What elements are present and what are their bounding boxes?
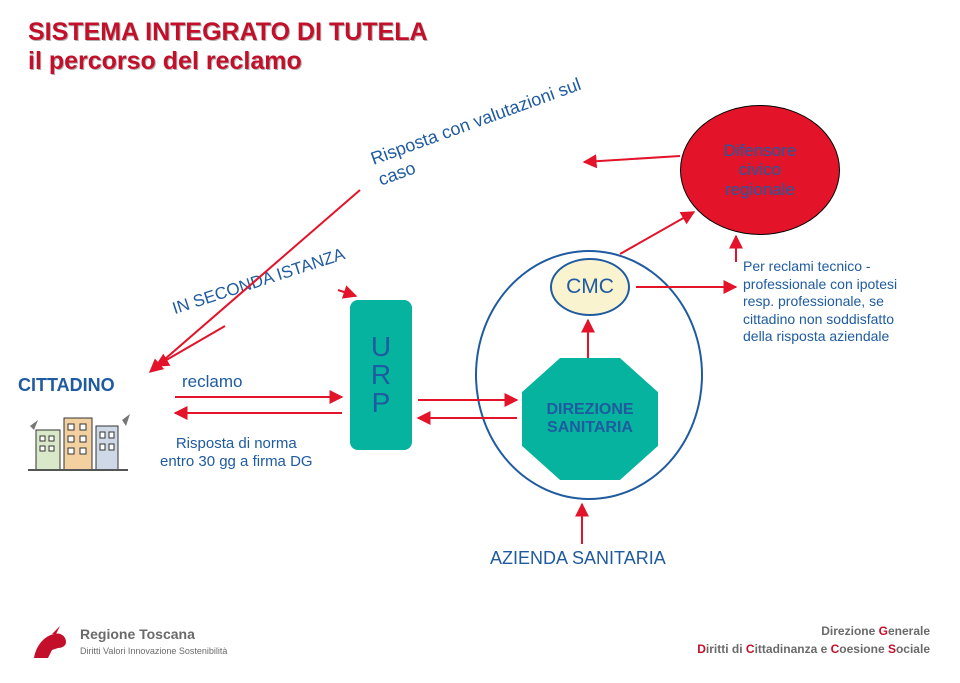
difensore-line-2: civico	[724, 160, 797, 180]
label-reclamo: reclamo	[182, 372, 242, 392]
per-reclami-line-5: della risposta aziendale	[743, 328, 897, 346]
regione-toscana-logo	[28, 622, 74, 673]
pegasus-icon	[28, 622, 74, 668]
urp-letter-r: R	[371, 361, 391, 389]
arrow-difensore-to-risposta	[584, 156, 680, 162]
footer: Regione Toscana Diritti Valori Innovazio…	[0, 616, 960, 676]
label-cittadino: CITTADINO	[18, 375, 115, 396]
node-direzione-sanitaria: DIREZIONE SANITARIA	[522, 358, 658, 480]
footer-line-diritti: Diritti di Cittadinanza e Coesione Socia…	[697, 640, 930, 658]
logo-text: Regione Toscana	[80, 626, 195, 642]
risposta-norma-line-2: entro 30 gg a firma DG	[160, 453, 313, 471]
node-cmc: CMC	[550, 258, 630, 316]
diagram-stage: SISTEMA INTEGRATO DI TUTELA il percorso …	[0, 0, 960, 683]
difensore-line-3: regionale	[724, 180, 797, 200]
annotation-per-reclami: Per reclami tecnico - professionale con …	[743, 258, 897, 346]
per-reclami-line-2: professionale con ipotesi	[743, 276, 897, 294]
logo-subtext: Diritti Valori Innovazione Sostenibilità	[80, 646, 227, 656]
per-reclami-line-1: Per reclami tecnico -	[743, 258, 897, 276]
urp-letter-u: U	[371, 333, 391, 361]
label-risposta-norma: Risposta di norma entro 30 gg a firma DG	[160, 435, 313, 471]
arrow-ellipse-to-difensore	[620, 212, 694, 254]
per-reclami-line-4: cittadino non soddisfatto	[743, 311, 897, 329]
footer-line-direzione: Direzione Generale	[697, 622, 930, 640]
cmc-label: CMC	[566, 275, 614, 299]
buildings-icon	[28, 400, 138, 480]
arrow-seconda-right	[338, 290, 356, 296]
annotation-seconda-istanza: IN SECONDA ISTANZA	[170, 244, 347, 319]
node-urp: U R P	[350, 300, 412, 450]
urp-letter-p: P	[372, 389, 391, 417]
arrow-seconda-left	[156, 326, 225, 366]
footer-right-block: Direzione Generale Diritti di Cittadinan…	[697, 622, 930, 658]
difensore-line-1: Difensore	[724, 141, 797, 161]
direzione-line-2: SANITARIA	[546, 419, 633, 437]
node-difensore-civico: Difensore civico regionale	[680, 105, 840, 235]
label-azienda-sanitaria: AZIENDA SANITARIA	[490, 548, 666, 569]
per-reclami-line-3: resp. professionale, se	[743, 293, 897, 311]
annotation-risposta-valutazioni: Risposta con valutazioni sul caso	[368, 61, 627, 191]
direzione-line-1: DIREZIONE	[546, 401, 633, 419]
page-title: SISTEMA INTEGRATO DI TUTELA il percorso …	[28, 18, 428, 76]
title-line-2: il percorso del reclamo	[28, 47, 428, 76]
title-line-1: SISTEMA INTEGRATO DI TUTELA	[28, 18, 428, 47]
risposta-norma-line-1: Risposta di norma	[160, 435, 313, 453]
